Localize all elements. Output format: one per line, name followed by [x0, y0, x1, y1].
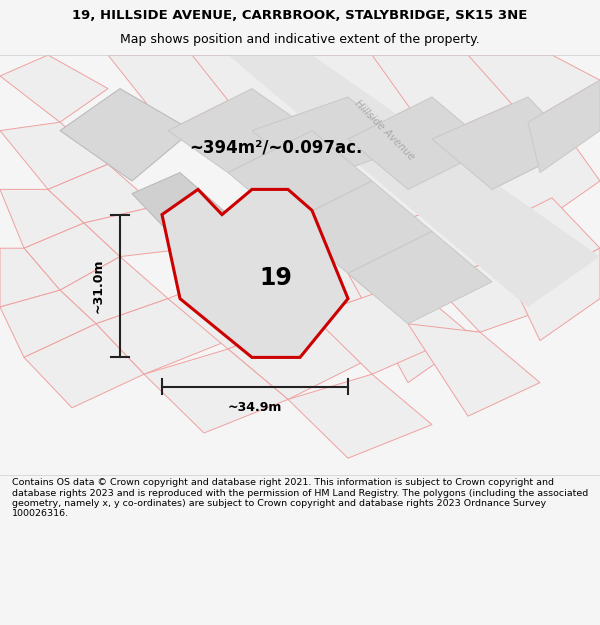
Polygon shape: [252, 231, 408, 316]
Polygon shape: [0, 189, 84, 248]
Polygon shape: [312, 148, 468, 231]
Polygon shape: [252, 97, 408, 181]
Polygon shape: [468, 198, 600, 290]
Polygon shape: [168, 89, 312, 172]
Polygon shape: [468, 55, 600, 123]
Polygon shape: [348, 273, 480, 382]
Polygon shape: [96, 299, 228, 374]
Polygon shape: [0, 122, 108, 189]
Polygon shape: [528, 80, 600, 172]
Polygon shape: [84, 206, 192, 257]
Text: Map shows position and indicative extent of the property.: Map shows position and indicative extent…: [120, 33, 480, 46]
Polygon shape: [288, 55, 432, 139]
Polygon shape: [228, 316, 372, 399]
Polygon shape: [372, 55, 528, 139]
Polygon shape: [372, 198, 528, 282]
Text: ~394m²/~0.097ac.: ~394m²/~0.097ac.: [190, 138, 362, 156]
Polygon shape: [228, 131, 372, 223]
Polygon shape: [432, 97, 576, 189]
Polygon shape: [492, 148, 600, 231]
Text: ~34.9m: ~34.9m: [228, 401, 282, 414]
Text: 19: 19: [260, 266, 292, 289]
Text: Contains OS data © Crown copyright and database right 2021. This information is : Contains OS data © Crown copyright and d…: [12, 478, 588, 518]
Polygon shape: [228, 55, 600, 307]
Polygon shape: [288, 181, 432, 273]
Text: ~31.0m: ~31.0m: [92, 259, 105, 313]
Polygon shape: [0, 290, 96, 357]
Polygon shape: [48, 164, 156, 223]
Polygon shape: [24, 223, 120, 290]
Polygon shape: [144, 349, 288, 433]
Polygon shape: [516, 248, 600, 341]
Polygon shape: [168, 265, 312, 349]
Text: Hillside Avenue: Hillside Avenue: [352, 99, 416, 162]
Polygon shape: [432, 248, 576, 332]
Polygon shape: [132, 173, 228, 244]
Polygon shape: [0, 55, 108, 123]
Polygon shape: [408, 324, 540, 416]
Polygon shape: [108, 55, 252, 131]
Polygon shape: [60, 89, 192, 181]
Polygon shape: [0, 248, 60, 307]
Text: 19, HILLSIDE AVENUE, CARRBROOK, STALYBRIDGE, SK15 3NE: 19, HILLSIDE AVENUE, CARRBROOK, STALYBRI…: [73, 9, 527, 22]
Polygon shape: [60, 257, 168, 324]
Polygon shape: [162, 189, 348, 358]
Polygon shape: [348, 97, 492, 189]
Polygon shape: [288, 374, 432, 458]
Polygon shape: [408, 148, 552, 240]
Polygon shape: [24, 324, 144, 408]
Polygon shape: [348, 231, 492, 324]
Polygon shape: [312, 282, 468, 374]
Polygon shape: [192, 55, 348, 131]
